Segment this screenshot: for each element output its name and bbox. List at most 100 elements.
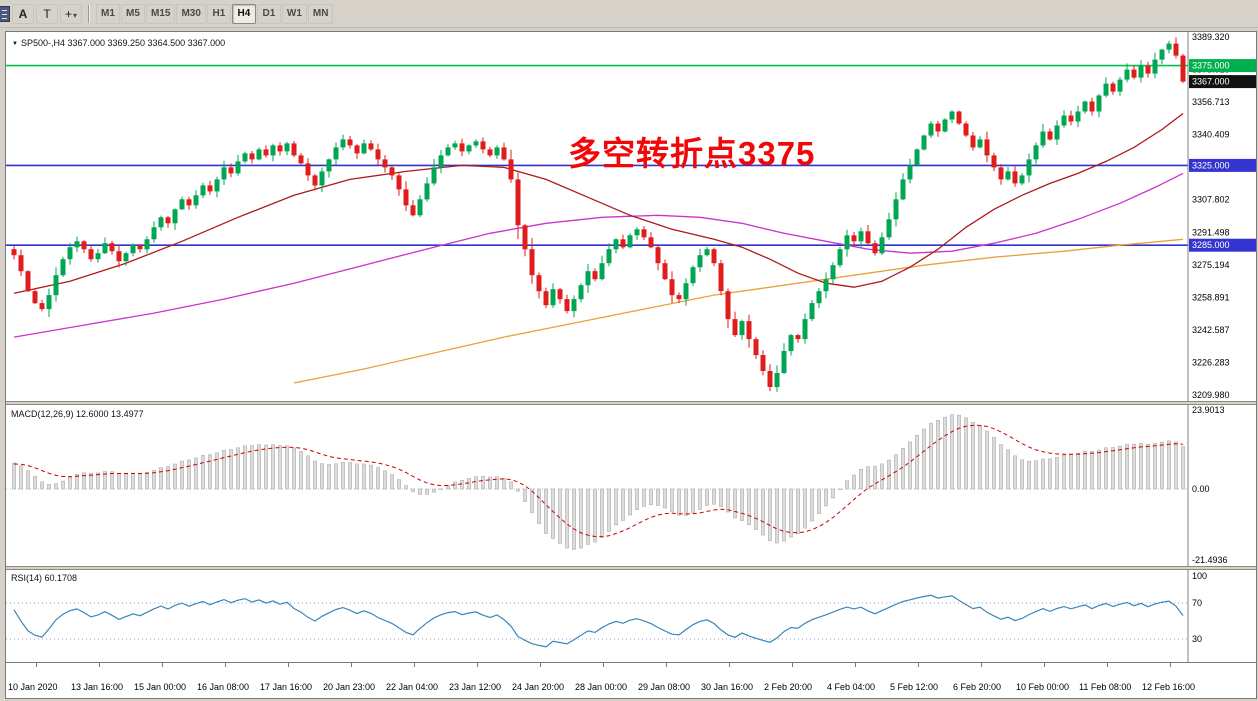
ma-mid-magenta-line (13, 172, 1184, 338)
price-axis-label: 3258.891 (1192, 292, 1230, 302)
price-axis-label: 3307.802 (1192, 195, 1230, 205)
timeframe-button-m30[interactable]: M30 (176, 3, 206, 24)
price-axis-label: 3389.320 (1192, 32, 1230, 42)
price-badge (1189, 238, 1256, 252)
macd-panel[interactable]: 23.9013 0.00 -21.4936 (6, 405, 1256, 566)
rsi-axis-label: 70 (1192, 598, 1202, 608)
price-badges: 3375.000 3367.000 3325.000 3285.000 (1189, 59, 1256, 252)
timeframe-button-h4[interactable]: H4 (231, 3, 256, 24)
hlines-layer[interactable] (6, 64, 1188, 246)
time-axis-tick (225, 663, 226, 667)
rsi-axis: 100 70 30 (1187, 570, 1207, 662)
time-axis-label: 17 Jan 16:00 (260, 682, 313, 692)
timeframe-button-m1[interactable]: M1 (96, 3, 120, 24)
time-axis-label: 4 Feb 04:00 (827, 682, 876, 692)
macd-signal-line (13, 424, 1184, 538)
price-badge (1189, 158, 1256, 172)
rsi-axis-label: 100 (1192, 571, 1207, 581)
time-axis-label: 10 Feb 00:00 (1016, 682, 1070, 692)
time-axis[interactable]: 10 Jan 2020 13 Jan 16:00 15 Jan 00:00 16 Ja… (6, 662, 1256, 698)
chart-symbol-title: ▼ SP500-,H4 3367.000 3369.250 3364.500 33… (12, 38, 226, 48)
price-badge-label: 3285.000 (1192, 240, 1230, 250)
timeframe-button-m15[interactable]: M15 (146, 3, 176, 24)
toolbar-separator (88, 4, 90, 23)
chart-window[interactable]: 3389.3203373.0163356.7133340.4093324.105… (5, 31, 1257, 699)
price-badge (1189, 59, 1256, 73)
time-axis-label: 11 Feb 08:00 (1079, 682, 1132, 692)
time-axis-label: 12 Feb 16:00 (1142, 682, 1196, 692)
chart-annotation-text: 多空转折点3375 (568, 135, 816, 172)
time-axis-tick (1170, 663, 1171, 667)
time-axis-tick (729, 663, 730, 667)
time-axis-tick (666, 663, 667, 667)
timeframe-button-m5[interactable]: M5 (121, 3, 145, 24)
macd-histogram (12, 414, 1185, 550)
rsi-chart-svg[interactable]: 100 70 30 (6, 570, 1256, 662)
timeframe-button-d1[interactable]: D1 (256, 3, 281, 24)
price-axis-label: 3356.713 (1192, 97, 1230, 107)
time-axis-tick (603, 663, 604, 667)
time-axis-tick (351, 663, 352, 667)
chart-window-icon[interactable] (0, 5, 10, 22)
price-badge-label: 3375.000 (1192, 61, 1230, 71)
time-axis-tick (1107, 663, 1108, 667)
time-axis-tick (36, 663, 37, 667)
main-price-panel[interactable]: 3389.3203373.0163356.7133340.4093324.105… (6, 32, 1256, 401)
timeframe-button-w1[interactable]: W1 (281, 3, 307, 24)
timeframe-button-h1[interactable]: H1 (206, 3, 231, 24)
text-tool-t-button[interactable]: T (36, 3, 58, 24)
price-axis-label: 3340.409 (1192, 130, 1230, 140)
macd-chart-svg[interactable]: 23.9013 0.00 -21.4936 (6, 405, 1256, 566)
time-axis-label: 15 Jan 00:00 (134, 682, 187, 692)
rsi-panel[interactable]: 100 70 30 (6, 570, 1256, 662)
price-axis-label: 3226.283 (1192, 358, 1230, 368)
ma-lines-layer (13, 112, 1184, 384)
time-axis-tick (855, 663, 856, 667)
text-tool-a-button[interactable]: A (12, 3, 34, 24)
crosshair-icon: + (64, 6, 72, 21)
candles-layer[interactable] (11, 37, 1186, 392)
time-axis-label: 16 Jan 08:00 (197, 682, 250, 692)
time-axis-label: 5 Feb 12:00 (890, 682, 939, 692)
macd-axis-label: 23.9013 (1192, 405, 1225, 415)
crosshair-tool-button[interactable]: +▾ (60, 3, 82, 24)
price-badge-label: 3325.000 (1192, 160, 1230, 170)
collapse-triangle-icon[interactable]: ▼ (12, 41, 18, 47)
time-axis-label: 28 Jan 00:00 (575, 682, 628, 692)
time-axis-label: 13 Jan 16:00 (71, 682, 124, 692)
macd-axis: 23.9013 0.00 -21.4936 (1187, 405, 1228, 566)
time-axis-tick (288, 663, 289, 667)
time-axis-label: 23 Jan 12:00 (449, 682, 502, 692)
ma-slow-orange-line (293, 238, 1184, 384)
panel-splitter[interactable] (6, 401, 1256, 405)
time-axis-tick (918, 663, 919, 667)
time-axis-tick (792, 663, 793, 667)
main-chart-svg[interactable]: 3389.3203373.0163356.7133340.4093324.105… (6, 32, 1256, 401)
panel-splitter[interactable] (6, 566, 1256, 570)
time-axis-label: 2 Feb 20:00 (764, 682, 813, 692)
time-axis-tick (981, 663, 982, 667)
price-badge-label: 3367.000 (1192, 77, 1230, 87)
time-axis-label: 29 Jan 08:00 (638, 682, 691, 692)
time-axis-tick (99, 663, 100, 667)
time-axis-tick (414, 663, 415, 667)
time-axis-label: 30 Jan 16:00 (701, 682, 754, 692)
price-axis-label: 3209.980 (1192, 390, 1230, 400)
time-axis-tick (477, 663, 478, 667)
timeframe-group: M1 M5 M15 M30 H1 H4 D1 W1 MN (96, 3, 334, 24)
time-axis-label: 6 Feb 20:00 (953, 682, 1002, 692)
rsi-indicator-label: RSI(14) 60.1708 (11, 573, 78, 583)
time-axis-tick (540, 663, 541, 667)
time-axis-label: 10 Jan 2020 (8, 682, 58, 692)
rsi-line (13, 594, 1184, 648)
time-axis-label: 22 Jan 04:00 (386, 682, 439, 692)
price-axis-label: 3291.498 (1192, 227, 1230, 237)
timeframe-button-mn[interactable]: MN (307, 3, 334, 24)
ma-fast-red-line (13, 112, 1184, 294)
rsi-axis-label: 30 (1192, 634, 1202, 644)
macd-axis-label: 0.00 (1192, 484, 1210, 494)
rsi-levels (6, 602, 1188, 640)
macd-indicator-label: MACD(12,26,9) 12.6000 13.4977 (11, 409, 144, 419)
macd-axis-label: -21.4936 (1192, 555, 1228, 565)
